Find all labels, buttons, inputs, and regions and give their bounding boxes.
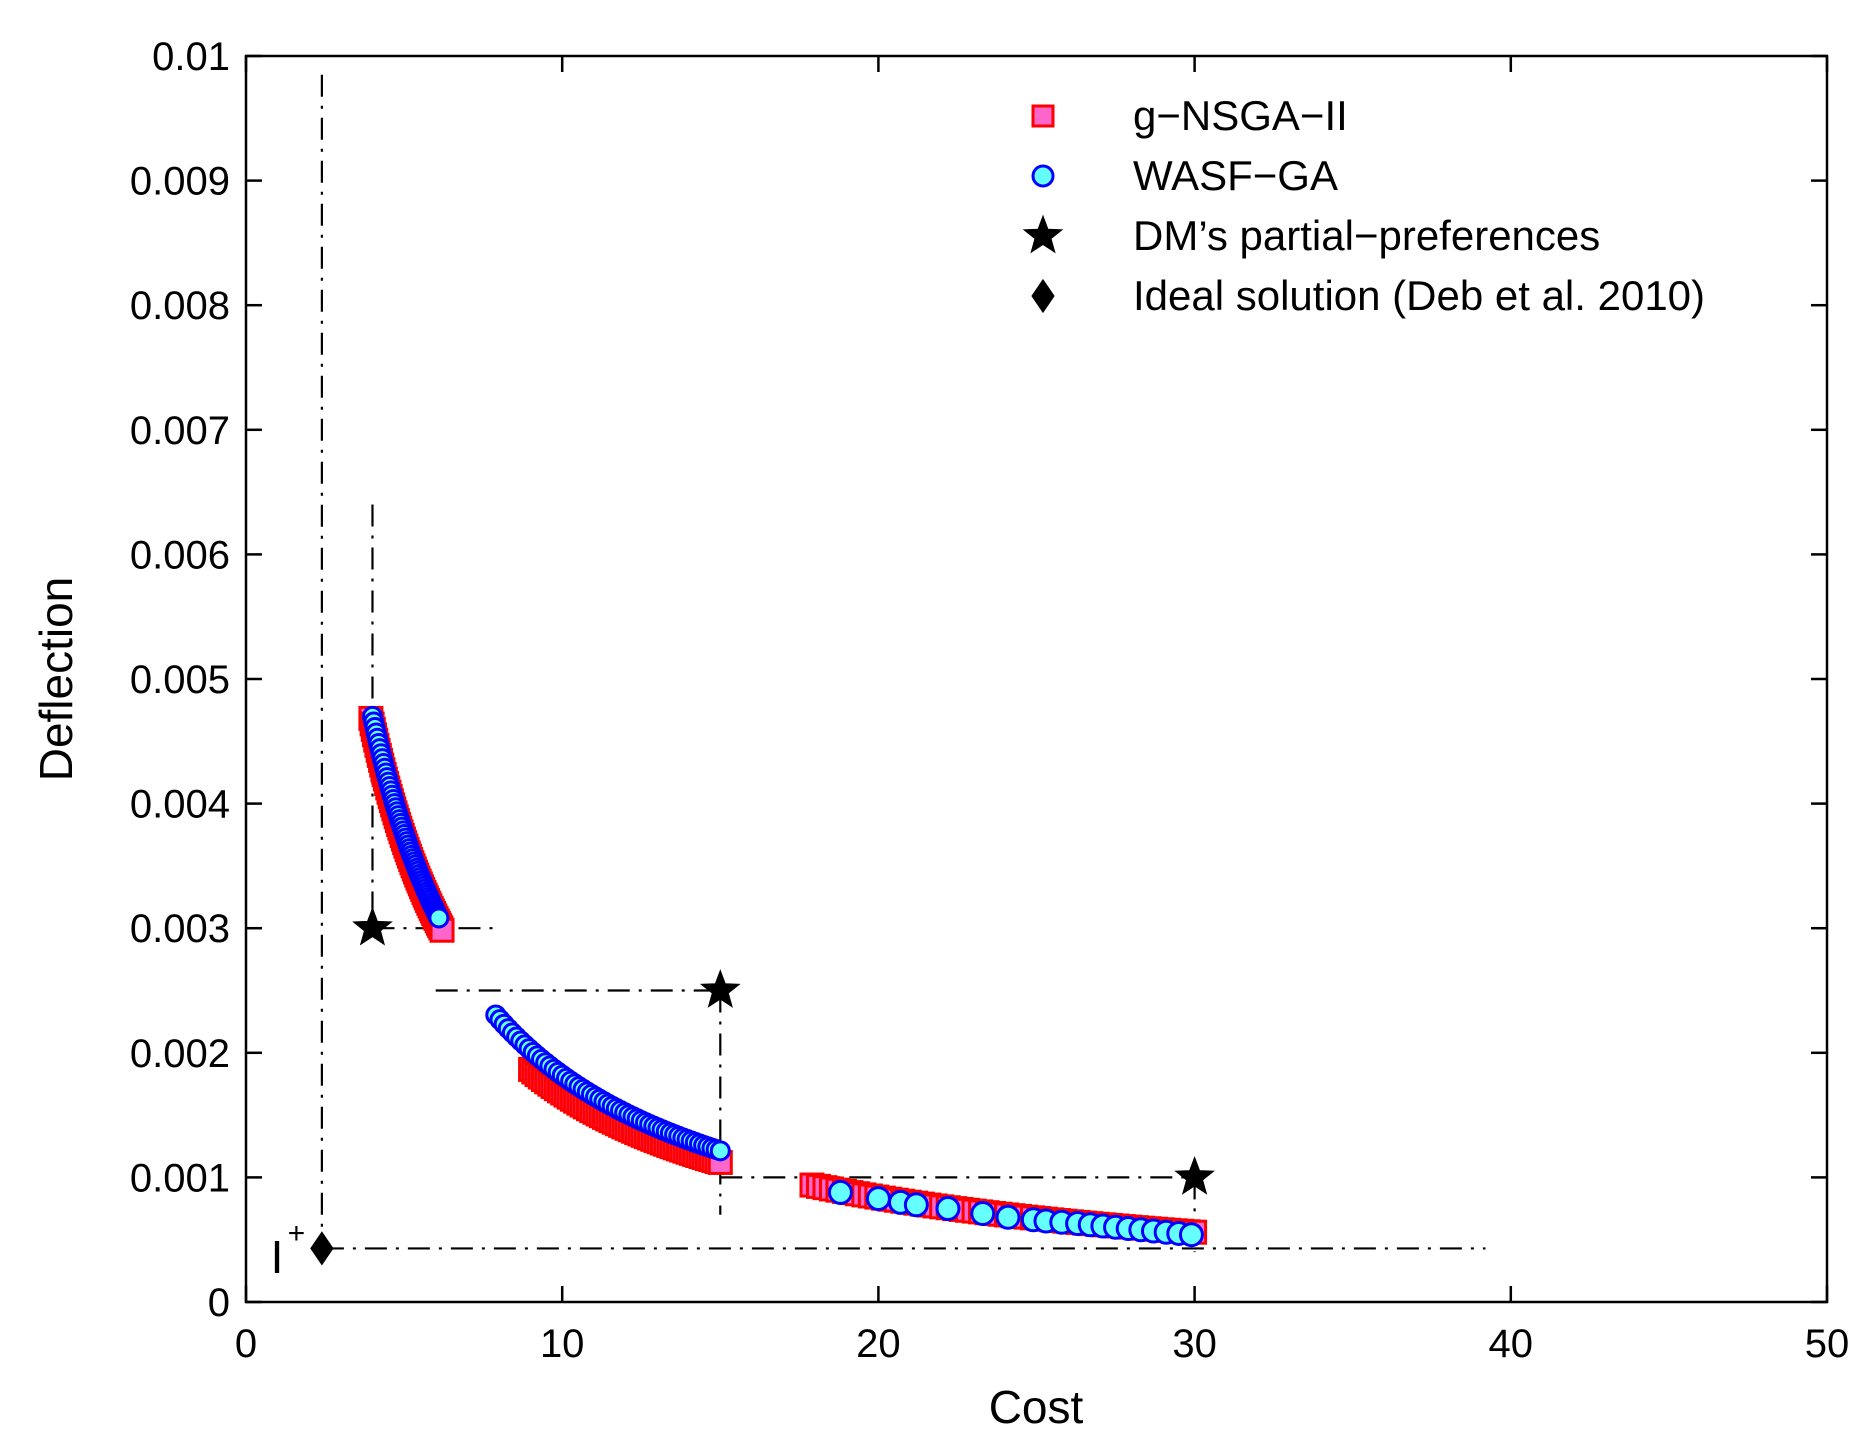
y-tick-label: 0.001	[130, 1156, 230, 1200]
ideal-diamond	[310, 1231, 334, 1266]
y-axis-label: Deflection	[30, 577, 82, 782]
x-tick-label: 10	[540, 1322, 585, 1366]
x-tick-label: 40	[1489, 1322, 1534, 1366]
y-tick-label: 0.01	[152, 35, 230, 79]
x-tick-label: 20	[856, 1322, 901, 1366]
reference-lines	[320, 74, 1486, 1253]
annotation-superscript: +	[288, 1217, 306, 1250]
preference-star	[1174, 1155, 1215, 1195]
x-axis-label: Cost	[989, 1381, 1084, 1433]
plot-area	[244, 54, 1829, 1304]
wasf-point	[970, 1201, 996, 1227]
legend-marker	[1022, 214, 1064, 254]
ideal-solution	[310, 1231, 334, 1266]
y-tick-label: 0.005	[130, 658, 230, 702]
preference-star	[352, 906, 393, 946]
y-tick-label: 0.004	[130, 783, 230, 827]
y-tick-label: 0.009	[130, 160, 230, 204]
series-wasf-ga	[361, 705, 1204, 1248]
wasf-point	[903, 1192, 929, 1218]
preference-star	[699, 969, 741, 1008]
legend-marker	[1031, 164, 1055, 188]
legend-marker	[1031, 104, 1055, 128]
wasf-point	[865, 1186, 891, 1212]
y-tick-label: 0.008	[130, 284, 230, 328]
y-tick-label: 0	[208, 1281, 230, 1325]
legend-marker	[1031, 278, 1055, 314]
annotation-text: I	[271, 1231, 284, 1283]
x-tick-label: 50	[1805, 1322, 1850, 1366]
y-tick-label: 0.003	[130, 907, 230, 951]
legend-label: g−NSGA−II	[1133, 92, 1348, 139]
y-tick-label: 0.002	[130, 1032, 230, 1076]
x-tick-labels: 0 10 20 30 40 50	[235, 1322, 1849, 1366]
legend-label: DM’s partial−preferences	[1133, 212, 1600, 259]
preference-points	[352, 906, 1215, 1195]
y-tick-label: 0.006	[130, 533, 230, 577]
y-tick-labels: 0 0.001 0.002 0.003 0.004 0.005 0.006 0.007 0.00…	[130, 35, 230, 1325]
wasf-point	[709, 1140, 731, 1162]
legend-label: Ideal solution (Deb et al. 2010)	[1133, 272, 1705, 319]
wasf-point	[935, 1196, 961, 1222]
y-tick-label: 0.007	[130, 409, 230, 453]
ideal-annotation: I +	[271, 1217, 306, 1283]
legend-label: WASF−GA	[1133, 152, 1338, 199]
wasf-point	[827, 1179, 853, 1205]
wasf-point	[1178, 1222, 1204, 1248]
axis-ticks	[244, 54, 1829, 1304]
wasf-point	[995, 1204, 1021, 1230]
wasf-point	[428, 907, 450, 929]
legend: g−NSGA−II WASF−GA DM’s partial−preferences…	[1022, 92, 1705, 319]
x-tick-label: 30	[1172, 1322, 1217, 1366]
x-tick-label: 0	[235, 1322, 257, 1366]
